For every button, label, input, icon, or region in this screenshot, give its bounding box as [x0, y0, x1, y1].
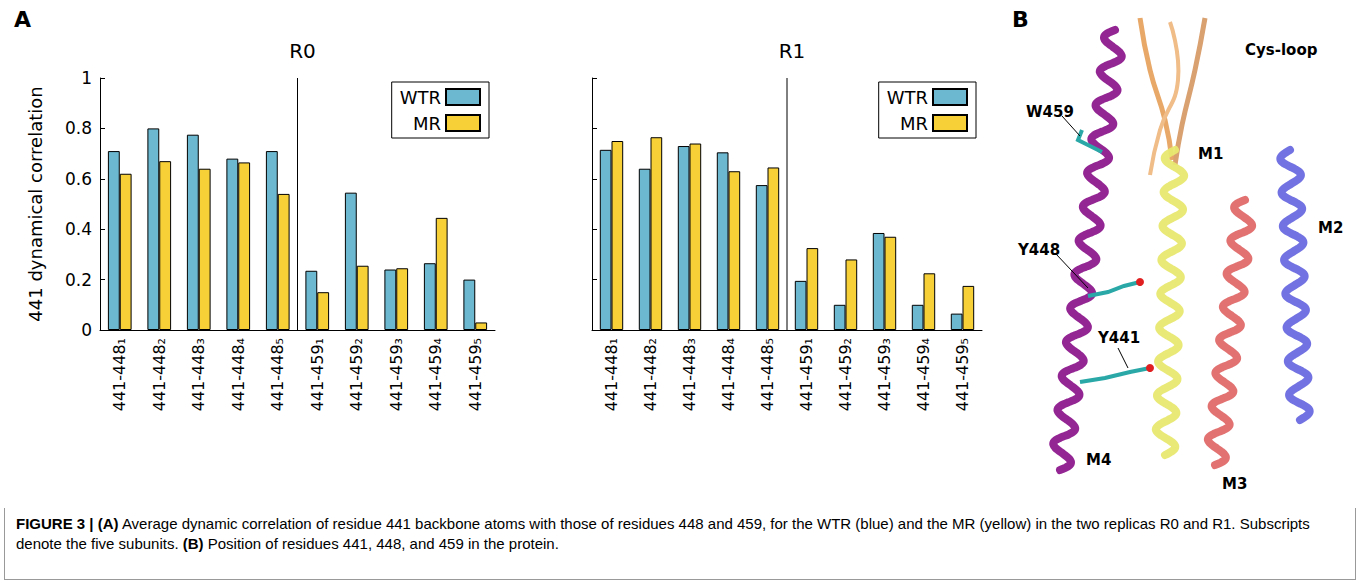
- svg-text:B: B: [1012, 7, 1029, 32]
- svg-text:441-448₄: 441-448₄: [719, 338, 738, 411]
- svg-text:W459: W459: [1026, 103, 1074, 121]
- svg-text:441-448₂: 441-448₂: [641, 338, 660, 411]
- svg-text:441-459₂: 441-459₂: [836, 338, 855, 411]
- svg-text:Y448: Y448: [1017, 241, 1060, 259]
- svg-text:1: 1: [81, 68, 92, 88]
- svg-text:M1: M1: [1198, 145, 1223, 163]
- svg-text:M3: M3: [1222, 475, 1247, 493]
- svg-text:0.2: 0.2: [65, 270, 92, 290]
- svg-text:441-448₃: 441-448₃: [680, 338, 699, 411]
- svg-text:0.6: 0.6: [65, 169, 92, 189]
- svg-text:441-448₁: 441-448₁: [110, 338, 129, 411]
- svg-text:441-459₅: 441-459₅: [466, 338, 485, 411]
- svg-text:441 dynamical correlation: 441 dynamical correlation: [25, 86, 46, 321]
- svg-text:441-459₅: 441-459₅: [953, 338, 972, 411]
- svg-text:R1: R1: [779, 39, 806, 63]
- svg-text:Cys-loop: Cys-loop: [1245, 41, 1318, 59]
- svg-text:441-448₂: 441-448₂: [150, 338, 169, 411]
- html-text:FIGURE 3 | (A) Average dynamic: FIGURE 3 | (A) Average dynamic correlati…: [16, 515, 1310, 552]
- svg-text:0.4: 0.4: [65, 219, 92, 239]
- svg-text:0: 0: [81, 320, 92, 340]
- svg-text:R0: R0: [289, 39, 316, 63]
- svg-text:441-459₃: 441-459₃: [875, 338, 894, 411]
- svg-text:441-459₃: 441-459₃: [387, 338, 406, 411]
- svg-text:WTR: WTR: [400, 87, 441, 108]
- svg-text:441-459₁: 441-459₁: [308, 338, 327, 411]
- svg-text:MR: MR: [413, 113, 441, 134]
- svg-text:441-448₄: 441-448₄: [229, 338, 248, 411]
- svg-text:441-448₃: 441-448₃: [189, 338, 208, 411]
- svg-text:A: A: [14, 7, 31, 32]
- svg-text:WTR: WTR: [887, 87, 928, 108]
- svg-text:Y441: Y441: [1097, 329, 1140, 347]
- svg-text:M2: M2: [1318, 219, 1343, 237]
- svg-text:441-459₄: 441-459₄: [914, 338, 933, 411]
- svg-text:441-459₂: 441-459₂: [347, 338, 366, 411]
- svg-text:441-448₅: 441-448₅: [758, 338, 777, 411]
- svg-text:M4: M4: [1086, 451, 1111, 469]
- svg-text:MR: MR: [900, 113, 928, 134]
- svg-text:441-459₄: 441-459₄: [426, 338, 445, 411]
- svg-text:441-448₅: 441-448₅: [268, 338, 287, 411]
- svg-text:441-459₁: 441-459₁: [797, 338, 816, 411]
- svg-text:0.8: 0.8: [65, 118, 92, 138]
- svg-text:441-448₁: 441-448₁: [602, 338, 621, 411]
